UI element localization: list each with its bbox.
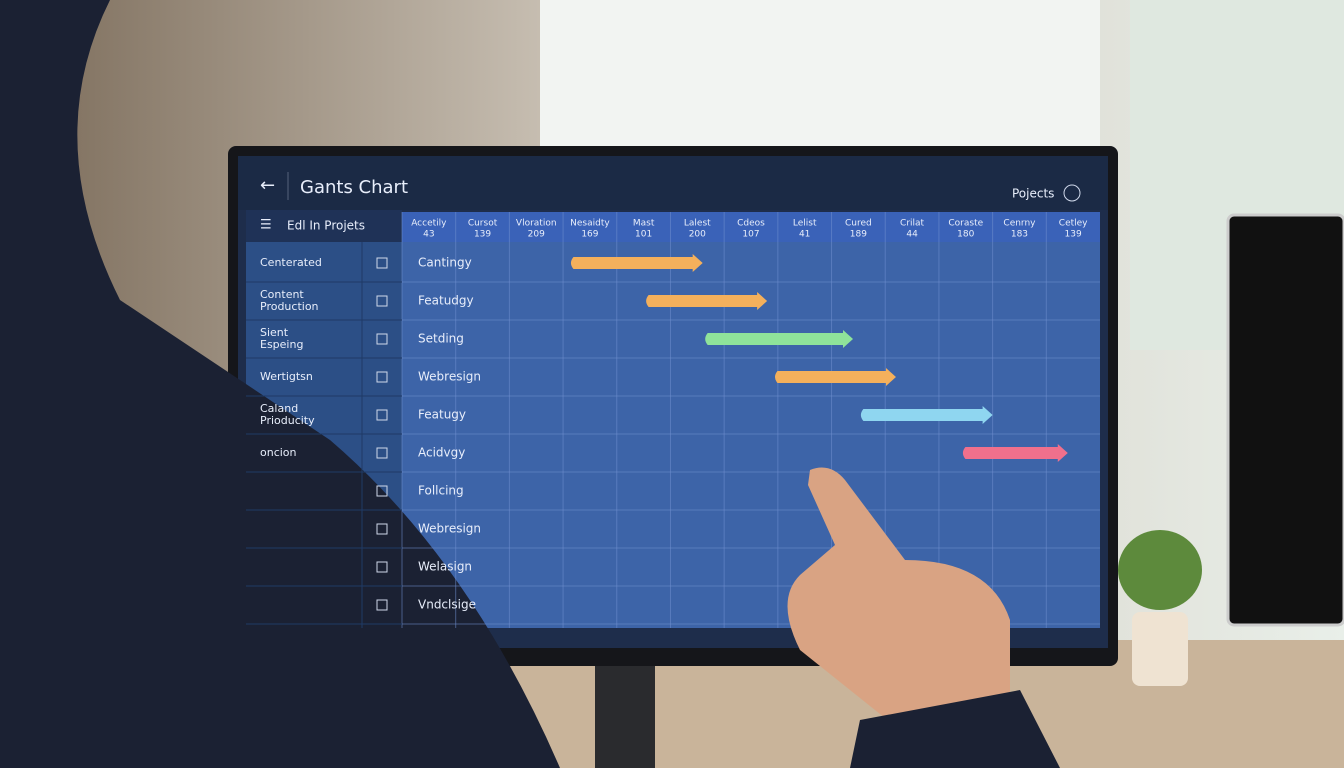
sidebar-item-line: Production xyxy=(260,300,319,313)
column-name: Coraste xyxy=(948,219,983,229)
sidebar-item[interactable]: Centerated xyxy=(260,256,322,269)
row-label: Setding xyxy=(418,332,464,346)
window xyxy=(540,0,1100,160)
menu-icon[interactable]: ☰ xyxy=(260,218,272,233)
second-monitor xyxy=(1226,213,1344,627)
sidebar-item[interactable]: Wertigtsn xyxy=(260,370,313,383)
sidebar-item[interactable]: Content Production xyxy=(260,288,319,313)
row-label: Featugy xyxy=(418,408,466,422)
column-num: 183 xyxy=(1011,230,1028,240)
checkbox[interactable] xyxy=(376,371,388,383)
column-num: 189 xyxy=(850,230,867,240)
column-name: Lalest xyxy=(684,219,711,229)
column-header xyxy=(402,212,1100,242)
sidebar-item-line: Content xyxy=(260,288,304,301)
checkbox[interactable] xyxy=(376,295,388,307)
sidebar-item-line: Caland xyxy=(260,402,298,415)
checkbox[interactable] xyxy=(376,599,388,611)
column-name: Cdeos xyxy=(737,219,765,229)
person-shoulder xyxy=(0,0,560,768)
column-num: 44 xyxy=(906,230,918,240)
column-name: Nesaidty xyxy=(570,219,610,229)
sidebar-title: Edl In Projets xyxy=(287,219,365,233)
column-name: Cursot xyxy=(468,219,498,229)
row-label: Vndclsige xyxy=(418,598,476,612)
checkbox[interactable] xyxy=(376,561,388,573)
plant-pot xyxy=(1132,612,1188,686)
column-name: Accetily xyxy=(411,219,447,229)
checkbox[interactable] xyxy=(376,447,388,459)
column-num: 139 xyxy=(474,230,491,240)
column-num: 139 xyxy=(1065,230,1082,240)
top-bar xyxy=(238,156,1108,210)
checkbox[interactable] xyxy=(376,333,388,345)
task-bar xyxy=(860,406,993,424)
row-label: Webresign xyxy=(418,370,481,384)
task-bar xyxy=(962,444,1068,462)
task-bar xyxy=(774,368,896,386)
sidebar-item-line: Espeing xyxy=(260,338,303,351)
column-num: 43 xyxy=(423,230,434,240)
task-bar xyxy=(705,330,854,348)
sidebar-item-line: Sient xyxy=(260,326,289,339)
column-name: Cured xyxy=(845,219,872,229)
hand xyxy=(787,467,1010,732)
column-name: Cenrny xyxy=(1003,219,1036,229)
task-bar xyxy=(570,254,703,272)
checkbox[interactable] xyxy=(376,409,388,421)
column-name: Crilat xyxy=(900,219,925,229)
row-label: Featudgy xyxy=(418,294,474,308)
row-label: Follcing xyxy=(418,484,464,498)
column-name: Cetley xyxy=(1059,219,1088,229)
row-label: Webresign xyxy=(418,522,481,536)
hand-layer xyxy=(787,467,1060,768)
column-num: 200 xyxy=(689,230,706,240)
row-label: Cantingy xyxy=(418,256,472,270)
back-button[interactable]: ← xyxy=(260,175,275,196)
sidebar-item-line: Prioducity xyxy=(260,414,315,427)
column-name: Mast xyxy=(633,219,655,229)
sidebar-item[interactable]: Sient Espeing xyxy=(260,326,303,351)
projects-link[interactable]: Pojects xyxy=(1012,187,1054,201)
hand xyxy=(850,690,1060,768)
plant xyxy=(1118,530,1202,610)
column-num: 107 xyxy=(742,230,759,240)
sidebar-item[interactable]: oncion xyxy=(260,446,297,459)
sidebar-head xyxy=(246,210,402,242)
app-title: Gants Chart xyxy=(300,177,408,198)
row-label: Welasign xyxy=(418,560,472,574)
column-num: 209 xyxy=(528,230,545,240)
projects-icon[interactable] xyxy=(1063,184,1081,202)
checkbox[interactable] xyxy=(376,523,388,535)
column-num: 169 xyxy=(581,230,598,240)
task-bar xyxy=(646,292,768,310)
column-num: 101 xyxy=(635,230,652,240)
column-name: Vloration xyxy=(516,219,557,229)
checkbox[interactable] xyxy=(376,257,388,269)
column-num: 180 xyxy=(957,230,974,240)
row-label: Acidvgy xyxy=(418,446,465,460)
column-name: Lelist xyxy=(793,219,817,229)
sidebar-item[interactable]: Caland Prioducity xyxy=(260,402,315,427)
column-num: 41 xyxy=(799,230,810,240)
checkbox[interactable] xyxy=(376,485,388,497)
